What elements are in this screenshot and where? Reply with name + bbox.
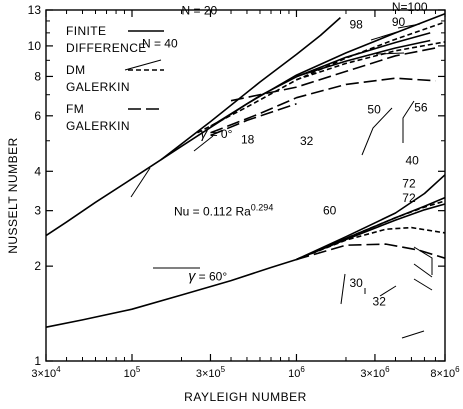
y-tick-label: 1 bbox=[34, 354, 41, 368]
legend-label: DIFFERENCE bbox=[66, 41, 147, 55]
fm-galerkin-curve bbox=[230, 47, 436, 102]
x-tick-label: 106 bbox=[288, 365, 305, 380]
y-axis-title: NUSSELT NUMBER bbox=[6, 137, 20, 254]
legend-label: DM bbox=[66, 63, 85, 77]
legend: FINITE DIFFERENCE DM GALERKIN FM GALERKIN bbox=[60, 20, 174, 138]
y-tick-label: 2 bbox=[34, 259, 41, 273]
legend-label: GALERKIN bbox=[66, 80, 130, 94]
annotation-n50: 50 bbox=[367, 103, 381, 117]
legend-label: GALERKIN bbox=[66, 119, 130, 133]
annotation-leader bbox=[401, 330, 425, 339]
plot-frame bbox=[45, 9, 446, 362]
annotation-n40: N = 40 bbox=[142, 36, 178, 50]
y-tick-label: 6 bbox=[34, 109, 41, 123]
legend-label: FINITE bbox=[66, 24, 106, 38]
annotation-correlation: Nu = 0.112 Ra0.294 bbox=[174, 202, 273, 218]
annotation-leader bbox=[413, 246, 433, 275]
dm-galerkin-curve bbox=[296, 200, 446, 261]
annotation-leader bbox=[397, 23, 421, 29]
annotation-leader bbox=[379, 285, 397, 297]
annotation-gamma0: γ = 0° bbox=[200, 125, 232, 141]
annotation-n32b: 32 bbox=[373, 295, 387, 309]
annotation-leader bbox=[375, 52, 405, 55]
legend-background bbox=[60, 20, 174, 138]
annotation-leader bbox=[413, 263, 433, 278]
fm-galerkin-curve bbox=[296, 243, 446, 261]
annotation-n98: 98 bbox=[349, 18, 363, 32]
annotation-leader bbox=[130, 167, 151, 198]
x-axis-title: RAYLEIGH NUMBER bbox=[184, 390, 307, 404]
annotation-leader bbox=[124, 59, 162, 71]
annotation-leader bbox=[361, 107, 393, 156]
y-tick-label: 4 bbox=[34, 164, 41, 178]
x-tick-label: 3×104 bbox=[31, 365, 61, 380]
annotation-leader bbox=[413, 278, 433, 291]
y-tick-label: 13 bbox=[28, 3, 42, 17]
finite-difference-curve bbox=[296, 174, 446, 261]
annotation-n72b: 72 bbox=[402, 191, 416, 205]
annotation-leader bbox=[340, 273, 346, 305]
annotation-n32a: 32 bbox=[300, 134, 314, 148]
y-tick-label: 8 bbox=[34, 69, 41, 83]
annotation-leader bbox=[402, 100, 415, 143]
annotation-n60: 60 bbox=[323, 203, 337, 217]
annotation-n90: 90 bbox=[392, 15, 406, 29]
annotation-n18: 18 bbox=[241, 133, 255, 147]
annotation-n30: 30 bbox=[349, 276, 363, 290]
annotation-n40b: 40 bbox=[405, 154, 419, 168]
annotation-n100: N=100 bbox=[392, 0, 428, 14]
x-tick-label: 3×106 bbox=[360, 365, 390, 380]
x-tick-label: 3×105 bbox=[196, 365, 226, 380]
fm-galerkin-curve bbox=[210, 103, 297, 137]
legend-label: FM bbox=[66, 102, 84, 116]
dm-galerkin-curve bbox=[296, 41, 446, 81]
finite-difference-curve bbox=[160, 17, 341, 161]
annotation-leader bbox=[370, 31, 398, 41]
x-tick-label: 105 bbox=[124, 365, 141, 380]
x-tick-label: 8×106 bbox=[430, 365, 460, 380]
annotation-n20: N = 20 bbox=[182, 3, 218, 17]
finite-difference-curve bbox=[210, 32, 431, 128]
series-group bbox=[45, 12, 446, 328]
y-tick-label: 10 bbox=[28, 39, 42, 53]
annotation-n72a: 72 bbox=[402, 177, 416, 191]
annotation-n56: 56 bbox=[414, 100, 428, 114]
fm-galerkin-curve bbox=[210, 77, 436, 134]
annotation-gamma60: γ = 60° bbox=[188, 268, 227, 284]
annotation-leader bbox=[193, 135, 214, 152]
y-tick-label: 3 bbox=[34, 204, 41, 218]
dm-galerkin-curve bbox=[197, 21, 446, 134]
dm-galerkin-curve bbox=[296, 226, 446, 261]
axes: 3×104 105 3×105 106 3×106 8×106 1 2 3 4 6 8 10 13 RAYL… bbox=[6, 3, 460, 404]
finite-difference-curve bbox=[45, 258, 297, 328]
